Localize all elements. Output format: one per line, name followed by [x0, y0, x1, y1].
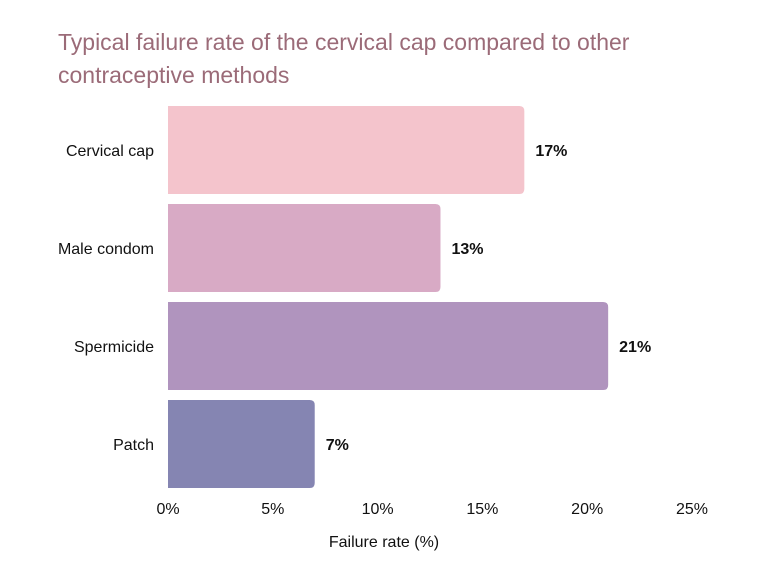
category-label: Patch — [113, 437, 154, 454]
bar-cervical-cap — [168, 106, 525, 194]
chart-title: Typical failure rate of the cervical cap… — [58, 29, 630, 88]
value-labels: 17% 13% 21% 7% — [326, 143, 651, 454]
x-tick-label: 20% — [571, 501, 603, 518]
x-tick-label: 15% — [466, 501, 498, 518]
category-label: Cervical cap — [66, 143, 154, 160]
value-label: 7% — [326, 437, 349, 454]
category-label: Spermicide — [74, 339, 154, 356]
category-labels: Cervical cap Male condom Spermicide Patch — [58, 143, 154, 454]
x-axis-title: Failure rate (%) — [329, 534, 439, 551]
x-tick-label: 0% — [156, 501, 179, 518]
bar-spermicide — [168, 302, 609, 390]
x-tick-labels: 0% 5% 10% 15% 20% 25% — [156, 501, 708, 518]
value-label: 13% — [451, 241, 483, 258]
x-tick-label: 5% — [261, 501, 284, 518]
category-label: Male condom — [58, 241, 154, 258]
bars-layer — [168, 106, 609, 488]
value-label: 21% — [619, 339, 651, 356]
bar-patch — [168, 400, 315, 488]
x-tick-label: 10% — [362, 501, 394, 518]
x-tick-label: 25% — [676, 501, 708, 518]
bar-male-condom — [168, 204, 441, 292]
value-label: 17% — [535, 143, 567, 160]
